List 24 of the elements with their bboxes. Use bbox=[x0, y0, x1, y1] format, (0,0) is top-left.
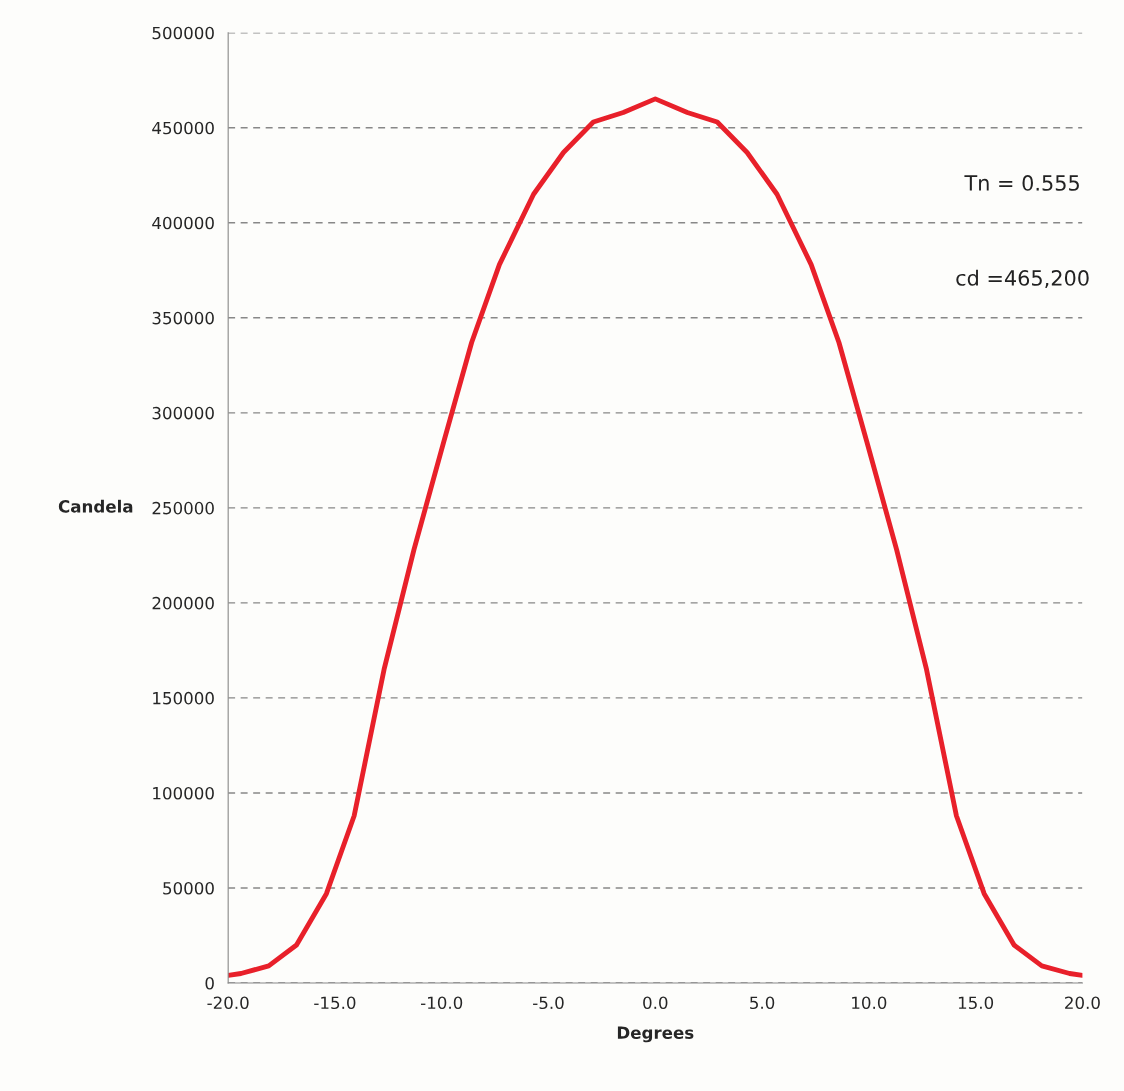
x-tick-label: 15.0 bbox=[958, 996, 994, 1010]
y-tick-label: 350000 bbox=[152, 311, 214, 325]
x-tick-label: 5.0 bbox=[750, 996, 775, 1010]
y-tick-label: 450000 bbox=[152, 121, 214, 135]
x-tick-label: 0.0 bbox=[643, 996, 668, 1010]
y-tick-label: 100000 bbox=[153, 786, 214, 800]
y-tick-label: 250000 bbox=[152, 501, 214, 515]
y-tick-label: 0 bbox=[205, 976, 214, 990]
x-tick-label: -20.0 bbox=[207, 996, 249, 1010]
x-tick-label: 10.0 bbox=[852, 996, 887, 1010]
y-tick-label: 50000 bbox=[163, 881, 214, 895]
annotation: Tn = 0.555 bbox=[964, 175, 1079, 191]
y-tick-label: 500000 bbox=[152, 26, 214, 40]
y-tick-label: 150000 bbox=[153, 691, 214, 705]
x-tick-label: -15.0 bbox=[314, 996, 356, 1010]
y-axis-title: Candela bbox=[58, 499, 133, 513]
x-tick-label: -10.0 bbox=[420, 996, 463, 1010]
x-axis-title: Degrees bbox=[617, 1026, 694, 1043]
y-tick-label: 200000 bbox=[152, 596, 214, 610]
annotation: cd =465,200 bbox=[956, 269, 1089, 288]
x-tick-label: -5.0 bbox=[533, 996, 564, 1010]
y-tick-label: 400000 bbox=[152, 216, 214, 230]
x-tick-label: 20.0 bbox=[1065, 996, 1100, 1010]
y-tick-label: 300000 bbox=[152, 406, 214, 420]
